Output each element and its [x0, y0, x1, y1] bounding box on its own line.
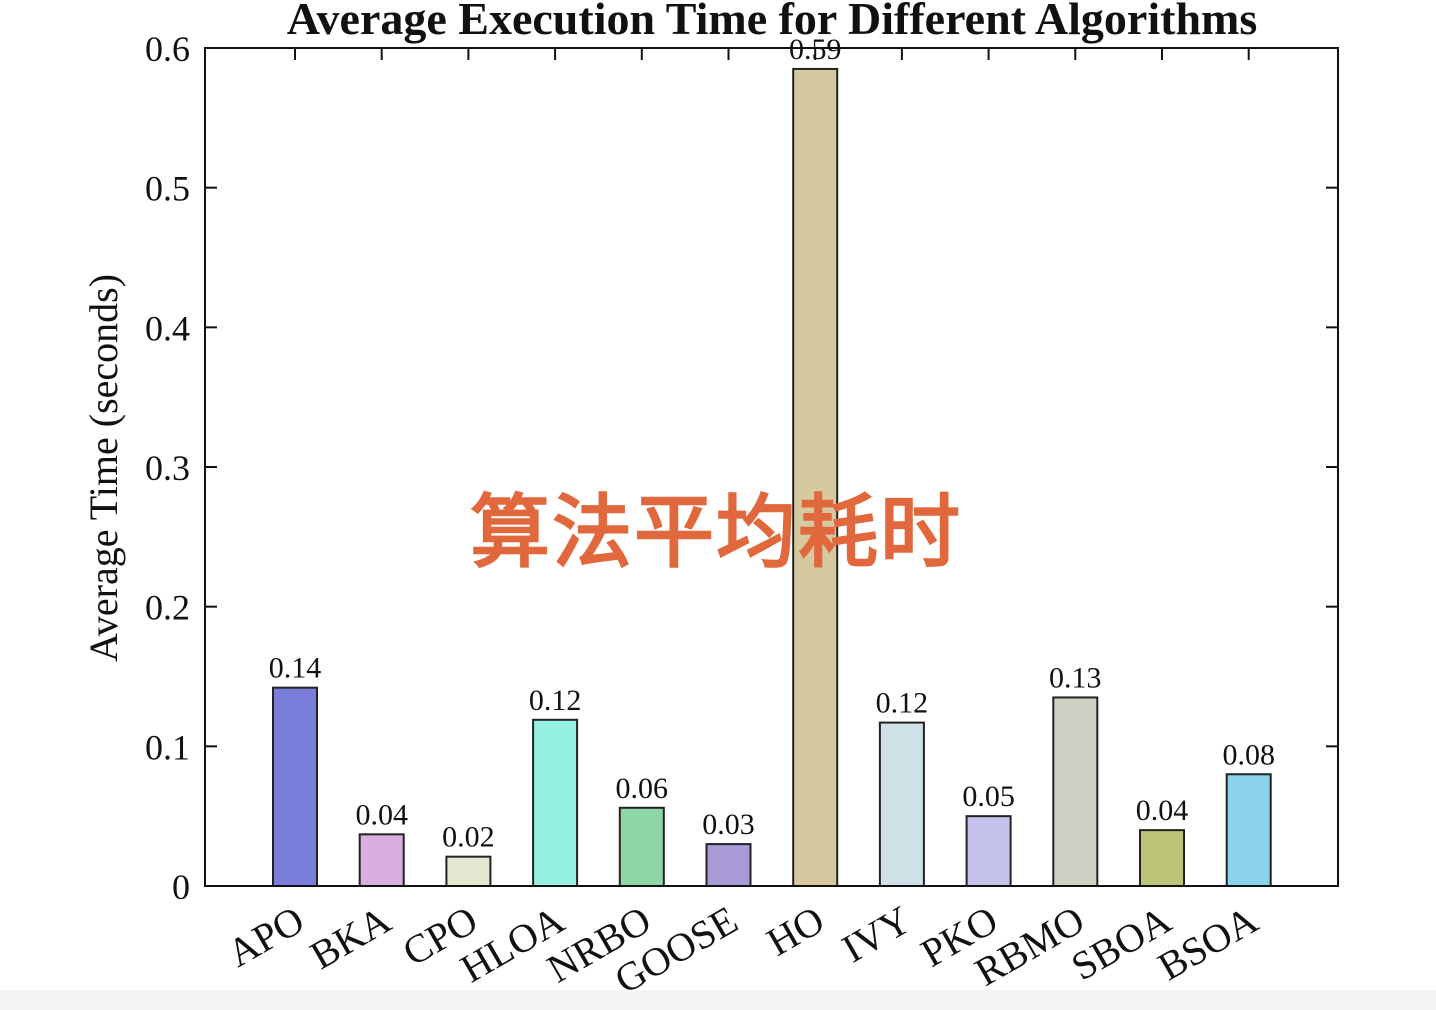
y-tick-label: 0.2 [145, 588, 190, 628]
y-tick-label: 0.5 [145, 169, 190, 209]
bar-value-label: 0.05 [962, 780, 1015, 813]
x-tick-label: BSOA [1150, 897, 1265, 989]
bar-value-label: 0.04 [1136, 794, 1189, 827]
bar-value-label: 0.14 [269, 652, 322, 685]
bar-sboa [1139, 829, 1185, 888]
y-tick-label: 0 [172, 867, 190, 907]
bottom-strip [0, 990, 1436, 1010]
bar-rbmo [1052, 696, 1099, 888]
x-tick-label: IVY [834, 897, 918, 972]
bar-value-label: 0.13 [1049, 661, 1102, 694]
bars [205, 67, 1338, 888]
y-tick-label: 0.3 [145, 448, 190, 488]
bar-ivy [878, 721, 925, 888]
y-tick-label: 0.6 [145, 29, 190, 69]
x-tick-label: APO [220, 897, 312, 976]
bar-apo [272, 686, 318, 887]
bar-value-label: 0.12 [876, 687, 929, 720]
bar-value-label: 0.59 [789, 33, 842, 66]
bar-cpo [445, 855, 492, 887]
bar-nrbo [618, 806, 665, 888]
bar-goose [705, 843, 752, 887]
bar-ho [792, 67, 839, 887]
watermark-overlay-text: 算法平均耗时 [470, 486, 962, 579]
bar-hloa [532, 718, 579, 888]
x-axis-ticks [294, 48, 1250, 886]
bar-value-label: 0.06 [616, 772, 669, 805]
bar-value-label: 0.08 [1222, 738, 1275, 771]
value-labels: 0.14 0.04 0.02 0.12 0.06 0.03 0.59 0.12 0.05 0.13… [269, 33, 1275, 854]
x-tick-label: HO [759, 897, 832, 965]
plot-frame [204, 47, 1339, 887]
bar-value-label: 0.03 [702, 808, 755, 841]
y-axis-ticks: 0 0.1 0.2 0.3 0.4 0.5 0.6 [145, 29, 1338, 907]
bar-bsoa [1225, 773, 1272, 887]
y-tick-label: 0.1 [145, 727, 190, 767]
bar-bka [358, 833, 405, 887]
chart-title: Average Execution Time for Different Alg… [287, 0, 1258, 44]
x-tick-label: BKA [303, 897, 399, 978]
bar-value-label: 0.02 [442, 821, 495, 854]
y-tick-label: 0.4 [145, 308, 190, 348]
bar-pko [965, 815, 1012, 888]
bar-value-label: 0.12 [529, 684, 582, 717]
y-axis-label: Average Time (seconds) [81, 274, 126, 662]
bar-value-label: 0.04 [355, 798, 408, 831]
